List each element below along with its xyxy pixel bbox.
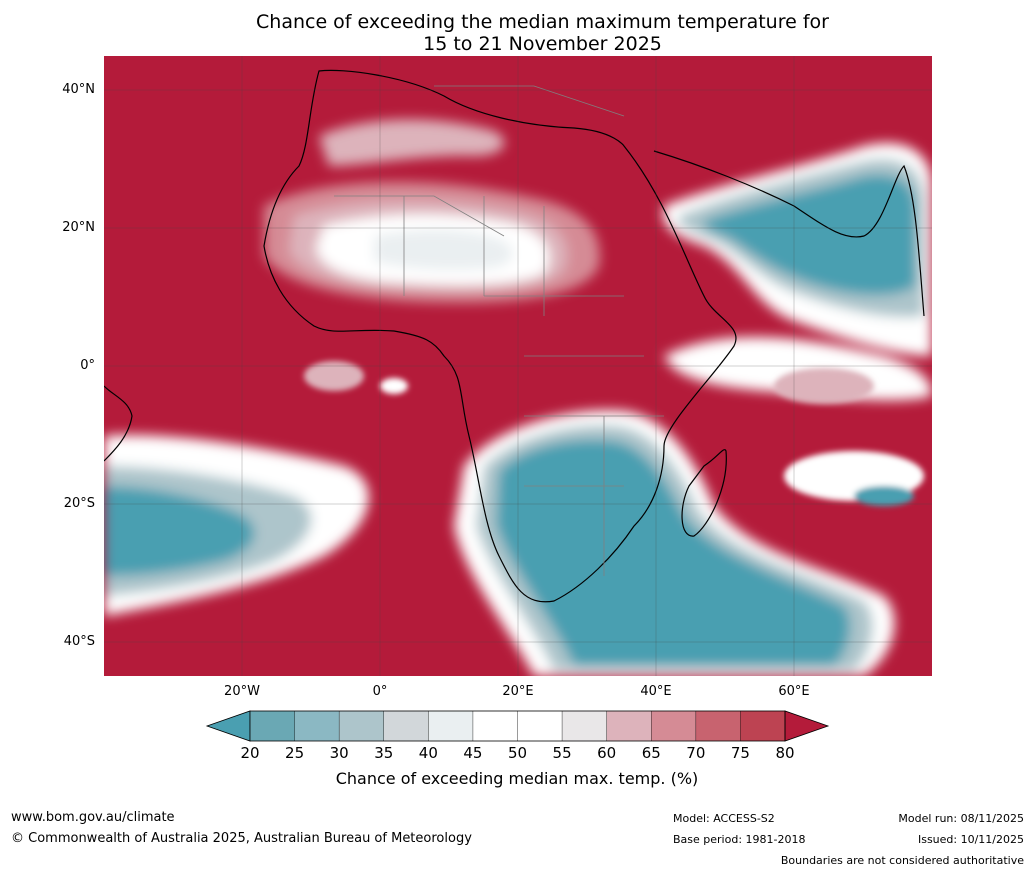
lat-label-20s: 20°S	[63, 496, 95, 511]
colorbar-tick-label: 30	[329, 744, 349, 762]
lon-label-0: 0°	[372, 684, 388, 699]
bom-website: www.bom.gov.au/climate	[11, 810, 175, 825]
map-title-line-1: Chance of exceeding the median maximum t…	[256, 11, 829, 33]
colorbar	[205, 710, 830, 742]
colorbar-tick-label: 65	[641, 744, 661, 762]
colorbar-tick-label: 25	[285, 744, 305, 762]
colorbar-label: Chance of exceeding median max. temp. (%…	[335, 769, 699, 788]
lat-label-40n: 40°N	[62, 82, 95, 97]
colorbar-segment	[339, 711, 385, 741]
coastlines	[104, 69, 925, 603]
southern-africa-cool-zone	[454, 410, 895, 676]
colorbar-tick-label: 55	[552, 744, 572, 762]
colorbar-tick-label: 40	[418, 744, 438, 762]
colorbar-segment	[428, 711, 474, 741]
colorbar-tick-label: 20	[240, 744, 260, 762]
colorbar-segment	[472, 711, 518, 741]
lon-label-20w: 20°W	[224, 684, 260, 699]
political-boundaries	[334, 85, 664, 576]
colorbar-segment	[294, 711, 340, 741]
base-period: Base period: 1981-2018	[673, 833, 806, 846]
forecast-map	[104, 56, 932, 676]
colorbar-extension-low	[205, 710, 251, 742]
graticule	[104, 56, 932, 676]
south-atlantic-cool-zone	[104, 435, 369, 616]
colorbar-tick-label: 75	[730, 744, 750, 762]
map-title-line-2: 15 to 21 November 2025	[423, 33, 662, 55]
copyright-notice: © Commonwealth of Australia 2025, Austra…	[11, 831, 472, 846]
colorbar-tick-label: 60	[597, 744, 617, 762]
lat-label-40s: 40°S	[63, 634, 95, 649]
model-name: Model: ACCESS-S2	[673, 812, 775, 825]
colorbar-segment	[562, 711, 608, 741]
colorbar-segment	[695, 711, 741, 741]
lon-label-20e: 20°E	[502, 684, 534, 699]
colorbar-tick-label: 45	[463, 744, 483, 762]
colorbar-tick-label: 80	[775, 744, 795, 762]
boundaries-disclaimer: Boundaries are not considered authoritat…	[780, 854, 1024, 867]
indian-ocean-neutral-patches	[304, 361, 924, 506]
colorbar-segment	[606, 711, 652, 741]
lon-label-60e: 60°E	[778, 684, 810, 699]
lat-label-0: 0°	[80, 358, 95, 373]
colorbar-segment	[383, 711, 429, 741]
lat-label-20n: 20°N	[62, 220, 95, 235]
lon-label-40e: 40°E	[640, 684, 672, 699]
colorbar-tick-label: 35	[374, 744, 394, 762]
colorbar-tick-label: 70	[686, 744, 706, 762]
colorbar-segment	[740, 711, 786, 741]
sahara-neutral-zone	[264, 119, 600, 303]
colorbar-extension-high	[784, 710, 830, 742]
colorbar-segment	[651, 711, 697, 741]
colorbar-segment	[250, 711, 296, 741]
model-run-date: Model run: 08/11/2025	[898, 812, 1024, 825]
colorbar-segment	[517, 711, 563, 741]
colorbar-tick-label: 50	[507, 744, 528, 762]
issued-date: Issued: 10/11/2025	[917, 833, 1024, 846]
